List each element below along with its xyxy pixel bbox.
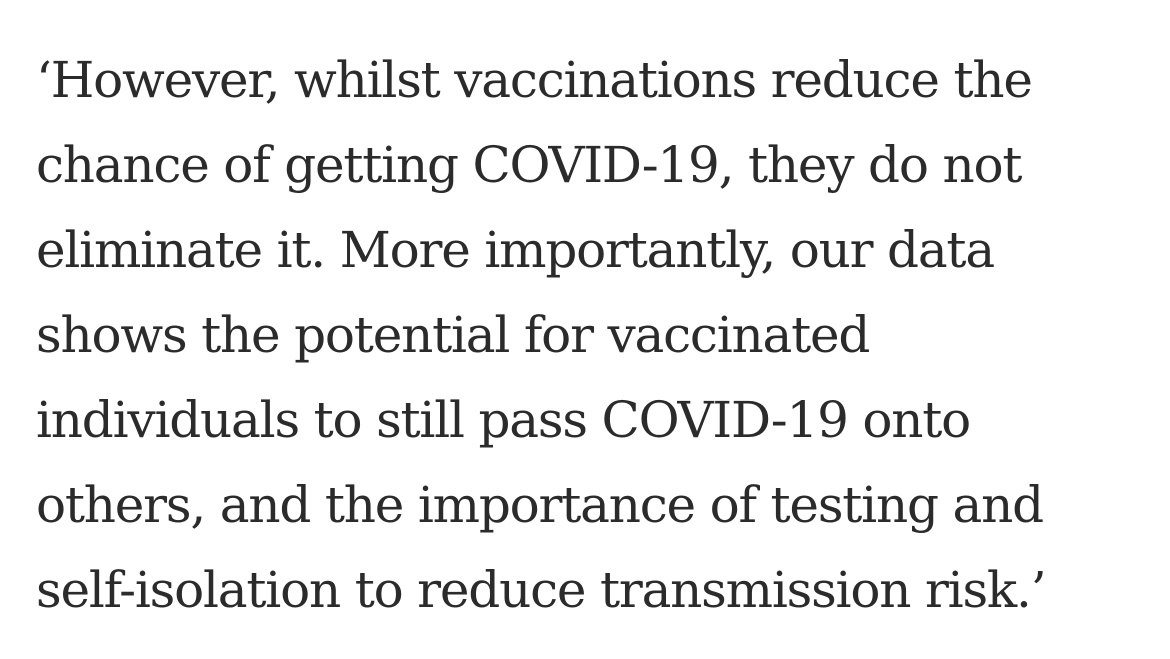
quote-block: ‘However, whilst vaccinations reduce the… (36, 38, 1146, 633)
quote-line-4: shows the potential for vaccinated (36, 306, 870, 364)
quote-line-5: individuals to still pass COVID-19 onto (36, 391, 971, 449)
quote-line-3: eliminate it. More importantly, our data (36, 221, 995, 279)
quote-line-6: others, and the importance of testing an… (36, 476, 1044, 534)
quote-line-1: ‘However, whilst vaccinations reduce the (36, 51, 1033, 109)
quote-line-7: self-isolation to reduce transmission ri… (36, 561, 1047, 619)
quote-line-2: chance of getting COVID-19, they do not (36, 136, 1022, 194)
